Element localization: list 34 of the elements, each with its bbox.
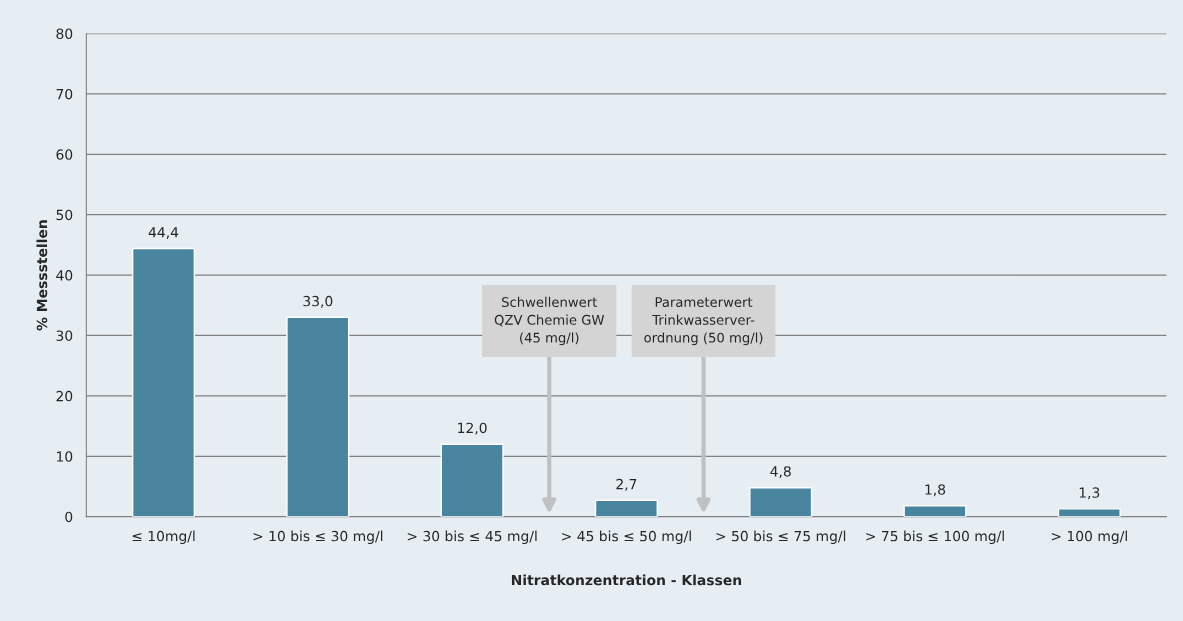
x-tick-label: > 50 bis ≤ 75 mg/l [716,530,846,544]
y-tick-label: 70 [56,88,73,100]
y-tick-label: 50 [56,209,73,221]
x-axis-title: Nitratkonzentration - Klassen [511,574,742,586]
bar [440,443,504,517]
y-tick-label: 30 [56,330,73,341]
y-tick-label: 20 [56,390,73,402]
x-tick-label: > 100 mg/l [1051,530,1127,544]
x-tick-label: > 10 bis ≤ 30 mg/l [253,530,383,544]
annotation: Schwellenwert QZV Chemie GW (45 mg/l) [494,296,605,346]
data-label: 44,4 [148,227,179,239]
y-tick-label: 60 [56,149,73,160]
y-tick-label: 10 [57,451,73,462]
x-tick-label: > 75 bis ≤ 100 mg/l [866,530,1004,544]
x-tick-label: > 45 bis ≤ 50 mg/l [562,530,691,544]
bar [594,499,658,517]
bar [903,505,967,517]
data-label: 1,8 [925,484,946,497]
x-tick-label: ≤ 10mg/l [132,530,195,544]
bar [286,316,350,517]
bar [749,486,813,517]
bar [131,247,196,517]
data-label: 2,7 [616,478,637,491]
data-label: 4,8 [770,466,791,479]
y-tick-label: 0 [65,511,73,523]
y-tick-label: 40 [56,270,73,281]
y-axis-title: % Messstellen [36,220,48,331]
data-label: 1,3 [1079,487,1100,500]
data-label: 33,0 [303,295,333,308]
y-tick-label: 80 [56,28,73,40]
annotation: Parameterwert Trinkwasserver- ordnung (50 mg/l) [644,297,763,346]
bar [1057,508,1121,517]
data-label: 12,0 [458,422,487,435]
x-tick-label: > 30 bis ≤ 45 mg/l [407,530,537,544]
